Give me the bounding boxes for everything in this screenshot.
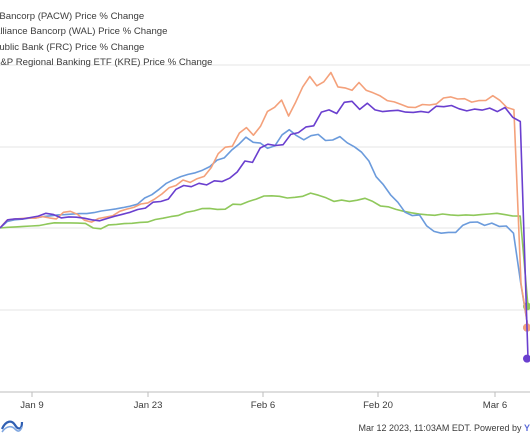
series-line-3 [0,100,529,359]
footer-attribution: Mar 12 2023, 11:03AM EDT. Powered by Y [359,423,530,433]
x-tick-label: Jan 23 [134,400,163,411]
x-tick-label: Jan 9 [20,400,43,411]
legend-item-kre: S&P Regional Banking ETF (KRE) Price % C… [0,56,213,68]
series-line-0 [0,71,529,328]
x-tick-label: Mar 6 [483,400,508,411]
legend-item-frc: oublic Bank (FRC) Price % Change [0,41,145,53]
footer-powered-by: Powered by [473,423,522,433]
legend-item-pacw: t Bancorp (PACW) Price % Change [0,11,145,22]
series-line-2 [0,192,529,307]
ycharts-logo-icon [0,420,24,433]
footer-brand[interactable]: Y [523,423,530,433]
x-tick-label: Feb 20 [363,400,393,411]
footer-timestamp: Mar 12 2023, 11:03AM EDT. [358,423,472,433]
chart-legend: t Bancorp (PACW) Price % Change Alliance… [0,9,212,70]
x-tick-label: Feb 6 [251,400,276,411]
series-line-1 [0,128,529,328]
series-end-marker-3 [523,354,530,363]
legend-item-wal: Alliance Bancorp (WAL) Price % Change [0,26,168,38]
